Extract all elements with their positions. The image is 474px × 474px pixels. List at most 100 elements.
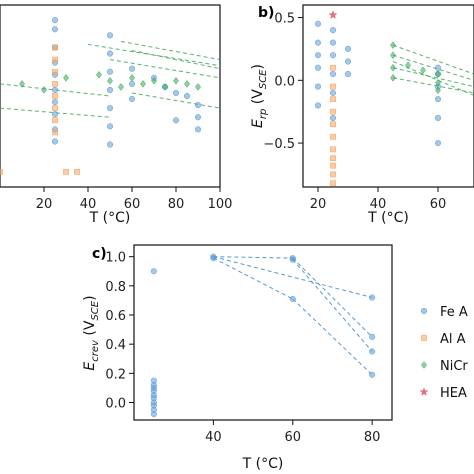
data-point (173, 77, 179, 85)
x-tick-label: 20 (36, 197, 53, 212)
data-point (63, 168, 69, 175)
series-fe-a (51, 17, 202, 148)
y-axis-label: Erp (VSCE) (250, 64, 269, 128)
data-point (329, 114, 337, 122)
legend-marker (420, 307, 428, 315)
data-point (194, 114, 202, 121)
data-point (106, 50, 114, 57)
data-point (329, 27, 337, 34)
series-fe-a (150, 253, 376, 418)
data-point (344, 45, 352, 52)
data-point (420, 66, 426, 75)
data-point (390, 63, 396, 72)
data-point (330, 171, 336, 178)
data-point (330, 180, 336, 187)
dashed-link (392, 77, 474, 94)
dashed-link (392, 61, 474, 96)
series-nicr (390, 41, 441, 95)
legend-marker (419, 387, 429, 396)
legend-label: Fe A (440, 305, 468, 320)
legend-label: Al A (440, 332, 466, 347)
data-point (106, 86, 114, 93)
data-point (52, 93, 58, 99)
data-point (369, 348, 376, 355)
data-point (140, 80, 146, 88)
dashed-link (392, 44, 474, 75)
data-point (314, 52, 322, 59)
dashed-link (0, 107, 111, 118)
data-point (51, 26, 59, 33)
x-tick-label: 40 (80, 197, 97, 212)
legend-label: HEA (440, 386, 467, 401)
data-point (435, 79, 441, 87)
data-point (106, 68, 114, 75)
data-point (390, 41, 396, 49)
data-point (314, 83, 322, 90)
data-point (314, 64, 322, 71)
x-tick-label: 60 (430, 197, 447, 212)
data-point (150, 411, 157, 418)
data-point (52, 129, 58, 136)
y-tick-label: 0.0 (274, 74, 295, 89)
data-point (329, 52, 337, 59)
data-point (330, 133, 336, 140)
x-axis-label: T (°C) (89, 210, 131, 226)
data-point (329, 89, 337, 96)
x-tick-label: 80 (168, 197, 185, 212)
x-axis-label: T (°C) (367, 210, 409, 226)
data-point (434, 64, 442, 71)
dashed-link (292, 298, 373, 376)
data-point (151, 77, 157, 85)
series-al-a (0, 44, 80, 175)
series-nicr (19, 70, 201, 94)
data-point (369, 294, 376, 301)
data-point (172, 89, 180, 97)
panel-3 (129, 244, 393, 425)
data-point (0, 168, 3, 175)
plot-frame (0, 4, 221, 188)
x-tick-label: 60 (124, 197, 141, 212)
legend-marker (421, 335, 427, 341)
data-point (128, 95, 136, 103)
data-point (434, 140, 442, 147)
data-point (184, 80, 190, 88)
dashed-link (292, 257, 373, 338)
data-point (289, 295, 296, 303)
data-point (329, 70, 337, 78)
dashed-link (131, 50, 221, 70)
data-point (330, 96, 336, 102)
series-hea (328, 10, 338, 19)
data-point (52, 81, 58, 87)
y-axis-label: Ecrev (VSCE) (82, 295, 101, 370)
panel-label: b) (258, 5, 274, 21)
data-point (314, 102, 322, 109)
data-point (390, 73, 396, 82)
link-lines (0, 40, 221, 118)
x-axis-label: T (°C) (242, 456, 284, 472)
data-point (330, 108, 336, 115)
dashed-link (131, 92, 221, 109)
data-point (330, 162, 336, 169)
data-point (435, 86, 441, 95)
data-point (369, 333, 376, 340)
data-point (330, 121, 336, 128)
data-point (150, 268, 157, 275)
data-point (434, 114, 442, 122)
x-tick-label: 60 (284, 430, 301, 445)
data-point (52, 105, 58, 111)
x-tick-label: 100 (208, 197, 233, 212)
data-point (330, 146, 336, 153)
link-lines (392, 44, 474, 96)
data-point (344, 70, 352, 78)
data-point (328, 10, 338, 19)
panel-label: c) (92, 246, 107, 262)
data-point (51, 111, 59, 118)
data-point (52, 117, 58, 124)
plot-frame (302, 4, 474, 188)
data-point (162, 83, 168, 91)
series-fe-a (314, 20, 442, 147)
x-tick-label: 40 (205, 430, 222, 445)
x-tick-label: 40 (370, 197, 387, 212)
dashed-link (213, 256, 373, 298)
